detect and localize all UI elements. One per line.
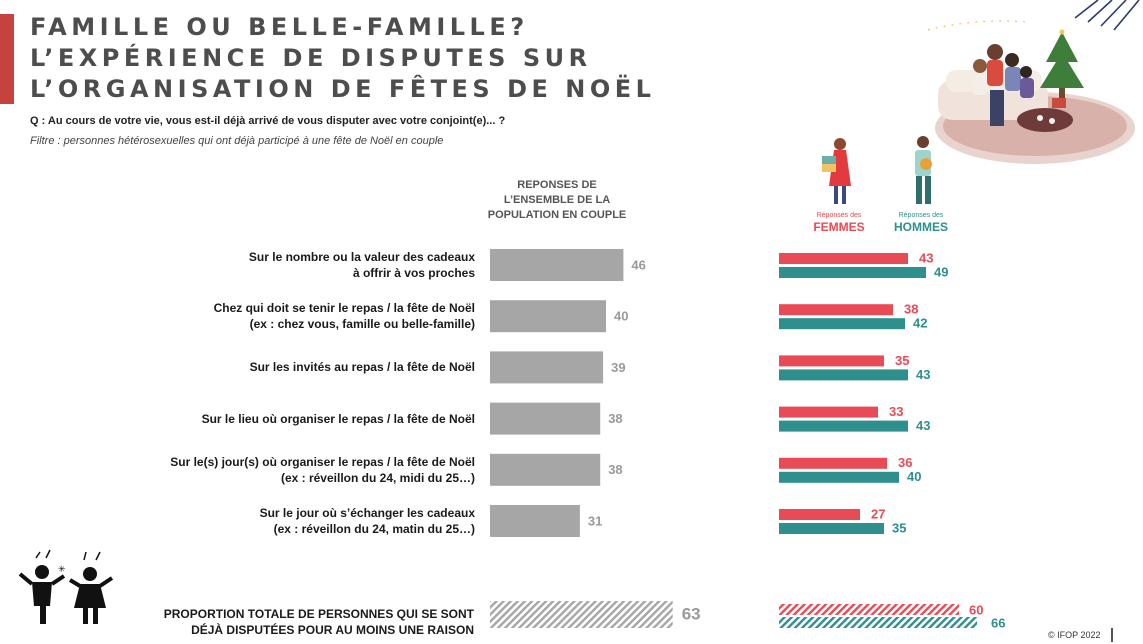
women-header: Réponses des FEMMES <box>800 211 878 234</box>
overall-value-label: 39 <box>611 360 625 375</box>
total-men-value-label: 66 <box>991 615 1005 630</box>
category-label-line: Chez qui doit se tenir le repas / la fêt… <box>213 301 475 316</box>
overall-value-label: 38 <box>608 411 622 426</box>
total-women-value-label: 60 <box>969 602 983 617</box>
copyright: © IFOP 2022 <box>1048 630 1101 640</box>
men-bar <box>779 471 899 483</box>
category-label: Sur le(s) jour(s) où organiser le repas … <box>75 454 475 486</box>
overall-bar <box>490 300 606 333</box>
men-value-label: 42 <box>913 316 927 331</box>
men-value-label: 43 <box>916 418 930 433</box>
category-label: Sur le nombre ou la valeur des cadeaux à … <box>75 249 475 281</box>
category-label: Sur les invités au repas / la fête de No… <box>75 359 475 375</box>
men-bar <box>779 523 884 534</box>
women-value-label: 38 <box>904 302 918 317</box>
man-illustration <box>915 136 932 204</box>
overall-column-header: REPONSES DE L’ENSEMBLE DE LA POPULATION … <box>472 178 642 223</box>
overall-value-label: 40 <box>614 309 628 324</box>
men-header-big: HOMMES <box>894 220 948 234</box>
svg-text:✳: ✳ <box>58 565 66 575</box>
men-value-label: 40 <box>907 469 921 484</box>
total-overall-bar <box>490 601 673 628</box>
women-bar <box>779 509 860 520</box>
category-label-line: (ex : réveillon du 24, midi du 25…) <box>280 470 475 485</box>
copyright-divider <box>1111 628 1113 642</box>
woman-illustration <box>822 138 851 204</box>
title-accent-bar <box>0 14 14 104</box>
men-value-label: 43 <box>916 367 930 382</box>
men-header: Réponses des HOMMES <box>882 211 960 234</box>
overall-value-label: 46 <box>631 257 645 272</box>
total-overall-value-label: 63 <box>682 604 701 623</box>
category-label: Sur le lieu où organiser le repas / la f… <box>75 411 475 427</box>
women-value-label: 35 <box>895 353 909 368</box>
women-header-big: FEMMES <box>813 220 865 234</box>
family-christmas-illustration <box>927 0 1140 164</box>
men-header-small: Réponses des <box>898 212 944 219</box>
category-label-line: Sur le jour où s’échanger les cadeaux <box>259 506 475 520</box>
category-label-line: Sur les invités au repas / la fête de No… <box>249 360 475 375</box>
overall-header-line-2: L’ENSEMBLE DE LA <box>503 194 611 206</box>
overall-bar <box>490 505 580 537</box>
women-bar <box>779 253 908 264</box>
survey-filter: Filtre : personnes hétérosexuelles qui o… <box>30 135 444 147</box>
women-bar <box>779 304 893 316</box>
men-bar <box>779 267 926 278</box>
total-men-bar <box>779 617 977 628</box>
men-bar <box>779 420 908 432</box>
title-line-3: L’ORGANISATION DE FÊTES DE NOËL <box>30 75 656 103</box>
overall-bar <box>490 249 624 281</box>
men-value-label: 49 <box>934 264 948 279</box>
category-label-line: à offrir à vos proches <box>352 266 475 280</box>
bars-layer <box>490 249 977 628</box>
category-label-line: Sur le lieu où organiser le repas / la f… <box>201 411 475 426</box>
title-line-1: FAMILLE OU BELLE-FAMILLE? <box>30 13 529 41</box>
page-title: FAMILLE OU BELLE-FAMILLE? L’EXPÉRIENCE D… <box>30 12 655 105</box>
category-label-line: (ex : chez vous, famille ou belle-famill… <box>249 317 475 332</box>
men-bar <box>779 318 905 330</box>
total-label-line-2: DÉJÀ DISPUTÉES POUR AU MOINS UNE RAISON <box>191 623 474 637</box>
overall-value-label: 38 <box>608 462 622 477</box>
category-label: Chez qui doit se tenir le repas / la fêt… <box>75 300 475 332</box>
title-line-2: L’EXPÉRIENCE DE DISPUTES SUR <box>30 44 592 72</box>
men-value-label: 35 <box>892 520 906 535</box>
women-bar <box>779 406 878 418</box>
women-bar <box>779 457 887 469</box>
overall-value-label: 31 <box>588 513 602 528</box>
overall-bar <box>490 453 601 486</box>
women-value-label: 33 <box>889 404 903 419</box>
women-header-small: Réponses des <box>816 212 862 219</box>
arguing-couple-icon: ✳ <box>18 549 114 624</box>
overall-header-line-1: REPONSES DE <box>517 179 597 191</box>
category-label: Sur le jour où s’échanger les cadeaux (ex… <box>75 505 475 537</box>
total-label-line-1: PROPORTION TOTALE DE PERSONNES QUI SE SO… <box>163 607 474 621</box>
overall-bar <box>490 351 604 384</box>
women-value-label: 36 <box>898 455 912 470</box>
category-label-line: Sur le nombre ou la valeur des cadeaux <box>248 250 475 264</box>
overall-bar <box>490 402 601 435</box>
men-bar <box>779 369 908 381</box>
total-women-bar <box>779 604 959 615</box>
women-bar <box>779 355 884 367</box>
category-label-line: (ex : réveillon du 24, matin du 25…) <box>273 522 475 536</box>
women-value-label: 43 <box>919 250 933 265</box>
women-value-label: 27 <box>871 506 885 521</box>
category-label-line: Sur le(s) jour(s) où organiser le repas … <box>170 454 475 469</box>
survey-question: Q : Au cours de votre vie, vous est-il d… <box>30 115 506 127</box>
total-label: PROPORTION TOTALE DE PERSONNES QUI SE SO… <box>128 606 474 638</box>
overall-header-line-3: POPULATION EN COUPLE <box>487 209 627 221</box>
